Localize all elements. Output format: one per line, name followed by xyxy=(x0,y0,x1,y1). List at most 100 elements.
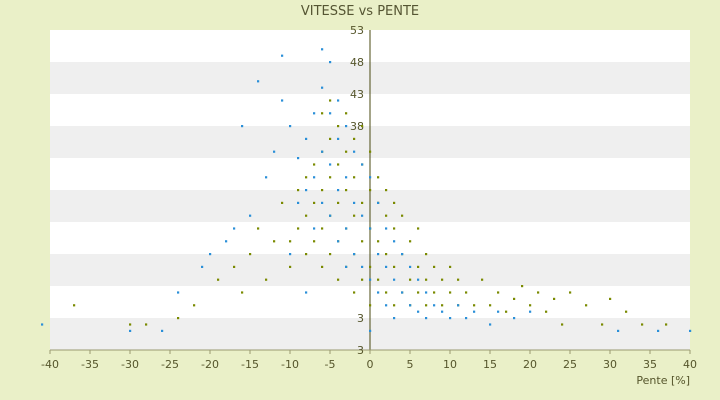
data-point xyxy=(481,278,484,281)
data-point xyxy=(417,227,420,230)
data-point xyxy=(273,240,276,243)
data-point xyxy=(361,214,364,217)
data-point xyxy=(449,265,452,268)
data-point xyxy=(361,278,364,281)
data-point xyxy=(129,323,132,326)
data-point xyxy=(337,99,340,102)
data-point xyxy=(337,125,340,128)
data-point xyxy=(513,317,516,320)
data-point xyxy=(297,157,300,160)
data-point xyxy=(129,329,132,332)
x-tick-label: -35 xyxy=(81,358,99,371)
data-point xyxy=(417,310,420,313)
data-point xyxy=(361,125,364,128)
x-tick-label: 10 xyxy=(443,358,457,371)
data-point xyxy=(353,201,356,204)
data-point xyxy=(457,278,460,281)
data-point xyxy=(465,291,468,294)
data-point xyxy=(305,189,308,192)
data-point xyxy=(265,176,268,179)
x-tick-label: 30 xyxy=(603,358,617,371)
data-point xyxy=(345,189,348,192)
x-tick-label: 20 xyxy=(523,358,537,371)
x-tick-labels: -40 -35 -30 -25 -20 -15 -10 -5 0 5 10 15 20 25 30 35 40 xyxy=(41,350,697,371)
data-point xyxy=(73,304,76,307)
data-point xyxy=(369,150,372,153)
data-point xyxy=(313,227,316,230)
data-point xyxy=(321,189,324,192)
data-point xyxy=(441,310,444,313)
data-point xyxy=(313,201,316,204)
data-point xyxy=(553,297,556,300)
data-point xyxy=(225,240,228,243)
x-tick-label: 40 xyxy=(683,358,697,371)
data-point xyxy=(353,291,356,294)
data-point xyxy=(665,323,668,326)
data-point xyxy=(345,227,348,230)
data-point xyxy=(409,278,412,281)
data-point xyxy=(297,227,300,230)
x-tick-label: -30 xyxy=(121,358,139,371)
data-point xyxy=(281,201,284,204)
data-point xyxy=(417,278,420,281)
y-tick-label: 48 xyxy=(350,56,364,69)
data-point xyxy=(433,291,436,294)
x-tick-label: 15 xyxy=(483,358,497,371)
data-point xyxy=(545,310,548,313)
data-point xyxy=(321,227,324,230)
data-point xyxy=(609,297,612,300)
data-point xyxy=(353,214,356,217)
data-point xyxy=(465,317,468,320)
x-tick-label: -25 xyxy=(161,358,179,371)
data-point xyxy=(393,317,396,320)
data-point xyxy=(289,125,292,128)
data-point xyxy=(217,278,220,281)
data-point xyxy=(409,240,412,243)
x-tick-label: -5 xyxy=(325,358,336,371)
x-tick-label: 5 xyxy=(407,358,414,371)
data-point xyxy=(425,291,428,294)
data-point xyxy=(393,278,396,281)
data-point xyxy=(441,304,444,307)
data-point xyxy=(353,176,356,179)
data-point xyxy=(425,278,428,281)
data-point xyxy=(537,291,540,294)
data-point xyxy=(265,278,268,281)
data-point xyxy=(289,253,292,256)
data-point xyxy=(337,163,340,166)
data-point xyxy=(585,304,588,307)
data-point xyxy=(345,125,348,128)
data-point xyxy=(233,227,236,230)
data-point xyxy=(145,323,148,326)
data-point xyxy=(305,253,308,256)
data-point xyxy=(313,163,316,166)
data-point xyxy=(489,323,492,326)
data-point xyxy=(641,323,644,326)
data-point xyxy=(385,253,388,256)
data-point xyxy=(329,61,332,64)
data-point xyxy=(369,176,372,179)
data-point xyxy=(657,329,660,332)
data-point xyxy=(305,137,308,140)
data-point xyxy=(297,201,300,204)
data-point xyxy=(329,99,332,102)
data-point xyxy=(433,265,436,268)
data-point xyxy=(329,163,332,166)
data-point xyxy=(369,227,372,230)
data-point xyxy=(321,150,324,153)
data-point xyxy=(233,265,236,268)
data-point xyxy=(353,150,356,153)
data-point xyxy=(401,291,404,294)
x-tick-label: 0 xyxy=(367,358,374,371)
data-point xyxy=(393,304,396,307)
x-tick-label: -10 xyxy=(281,358,299,371)
y-tick-label: 38 xyxy=(350,120,364,133)
data-point xyxy=(489,304,492,307)
y-tick-label: 43 xyxy=(350,88,364,101)
data-point xyxy=(417,265,420,268)
data-point xyxy=(345,112,348,115)
data-point xyxy=(353,137,356,140)
data-point xyxy=(321,201,324,204)
data-point xyxy=(377,278,380,281)
